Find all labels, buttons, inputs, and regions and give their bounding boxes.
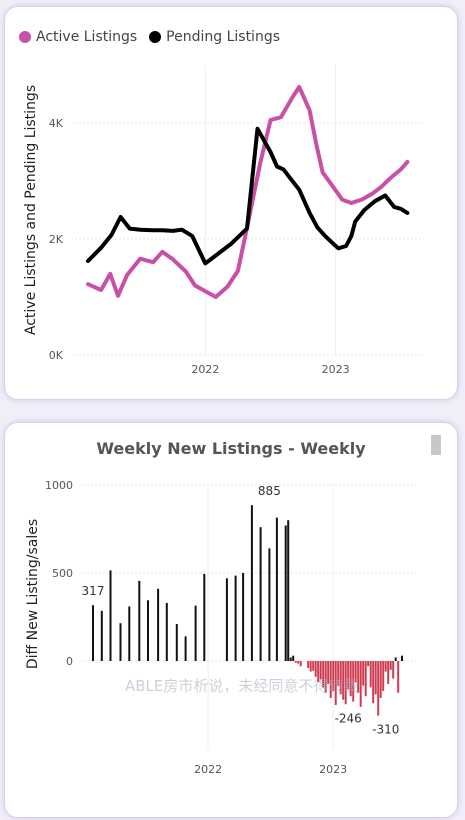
x-tick-label-2022: 2022 [191, 363, 219, 376]
x-tick-label-2023: 2023 [319, 763, 347, 776]
line-chart: 2022 2023 0K 2K 4K Active Listings and Pendin… [23, 65, 423, 376]
bar-34 [324, 661, 327, 693]
legend-item-active[interactable]: Active Listings [19, 29, 137, 45]
line-chart-card: Active Listings Pending Listings 2022 202… [4, 6, 458, 400]
legend-label-active: Active Listings [36, 29, 138, 45]
bar-17 [259, 527, 262, 661]
bar-9 [175, 624, 178, 661]
series-line-active-listings [86, 85, 410, 299]
scrollbar-thumb[interactable] [431, 435, 441, 455]
bar-49 [362, 661, 365, 686]
bar-7 [157, 588, 160, 661]
data-label--310: -310 [372, 723, 399, 737]
chart-title: Weekly New Listings - Weekly [96, 439, 366, 458]
bar-39 [337, 661, 340, 686]
x-tick-label-2022: 2022 [194, 763, 222, 776]
bar-29 [312, 661, 315, 671]
bar-0 [92, 605, 94, 661]
bar-44 [349, 661, 352, 697]
bar-54 [374, 661, 377, 695]
bar-30 [314, 661, 317, 677]
bar-60 [389, 661, 392, 670]
bar-58 [384, 661, 387, 672]
bar-13 [225, 578, 228, 661]
y-tick-label-0: 0 [66, 655, 73, 668]
data-label--246: -246 [335, 711, 362, 725]
y-tick-label-2K: 2K [49, 233, 64, 246]
y-tick-label-4K: 4K [49, 117, 64, 130]
data-label-885: 885 [258, 484, 281, 498]
bar-46 [354, 661, 357, 683]
bar-2 [109, 570, 112, 661]
bar-41 [342, 661, 345, 700]
bar-40 [339, 661, 342, 695]
bar-5 [138, 580, 141, 661]
bar-57 [382, 661, 385, 691]
bar-62 [394, 657, 397, 661]
bar-35 [327, 661, 330, 684]
bar-38 [334, 661, 337, 705]
bar-42 [344, 661, 347, 705]
bar-4 [128, 606, 131, 661]
bar-chart-card: Weekly New Listings - Weekly 2022 2023 0 50… [4, 422, 458, 818]
bar-27 [307, 661, 310, 668]
bar-1 [100, 610, 103, 661]
bar-19 [275, 517, 278, 661]
bar-64 [401, 655, 403, 661]
bar-12 [203, 573, 206, 661]
bar-23 [292, 655, 295, 661]
bar-37 [332, 661, 335, 691]
bar-56 [379, 661, 382, 698]
y-tick-label-0K: 0K [49, 349, 64, 362]
data-label-317: 317 [82, 584, 105, 598]
bar-28 [309, 661, 312, 672]
legend-swatch-pending [149, 31, 162, 43]
bar-3 [119, 623, 122, 661]
bar-55 [377, 661, 380, 716]
bar-53 [372, 661, 375, 704]
bar-25 [297, 661, 300, 664]
bar-8 [165, 602, 168, 661]
bar-11 [194, 605, 197, 661]
legend: Active Listings Pending Listings [19, 29, 292, 45]
bar-16 [250, 505, 253, 661]
y-axis-label: Diff New Listing/sales [25, 519, 41, 669]
bar-51 [367, 661, 370, 667]
bar-47 [357, 661, 360, 693]
bar-14 [234, 575, 237, 661]
bar-26 [299, 661, 302, 667]
bar-63 [397, 661, 400, 693]
bar-24 [294, 661, 297, 663]
bar-50 [364, 661, 367, 697]
bar-36 [329, 661, 332, 698]
bar-33 [322, 661, 325, 688]
bar-18 [268, 548, 271, 661]
bar-59 [387, 661, 390, 684]
y-tick-label-500: 500 [52, 567, 73, 580]
bar-15 [242, 573, 245, 661]
bar-22 [289, 657, 292, 661]
bar-32 [319, 661, 322, 680]
legend-item-pending[interactable]: Pending Listings [149, 29, 280, 45]
bar-31 [317, 661, 320, 683]
bar-52 [369, 661, 372, 688]
series-line-pending-listings [86, 126, 410, 266]
legend-swatch-active [19, 31, 31, 43]
bar-6 [147, 600, 149, 661]
bar-45 [352, 661, 355, 702]
bar-10 [184, 636, 187, 661]
watermark-text: ABLE房市析说，未经同意不得转载 [125, 677, 359, 695]
bar-21 [287, 520, 290, 661]
bar-43 [347, 661, 350, 690]
x-tick-label-2023: 2023 [322, 363, 350, 376]
bar-61 [392, 661, 395, 679]
y-tick-label-1000: 1000 [45, 479, 73, 492]
bar-20 [284, 525, 287, 661]
legend-label-pending: Pending Listings [166, 29, 281, 45]
bar-chart: 2022 2023 0 500 1000 Diff New Listing/sales 31… [25, 479, 417, 776]
bar-48 [359, 661, 362, 707]
y-axis-label: Active Listings and Pending Listings [23, 85, 39, 335]
